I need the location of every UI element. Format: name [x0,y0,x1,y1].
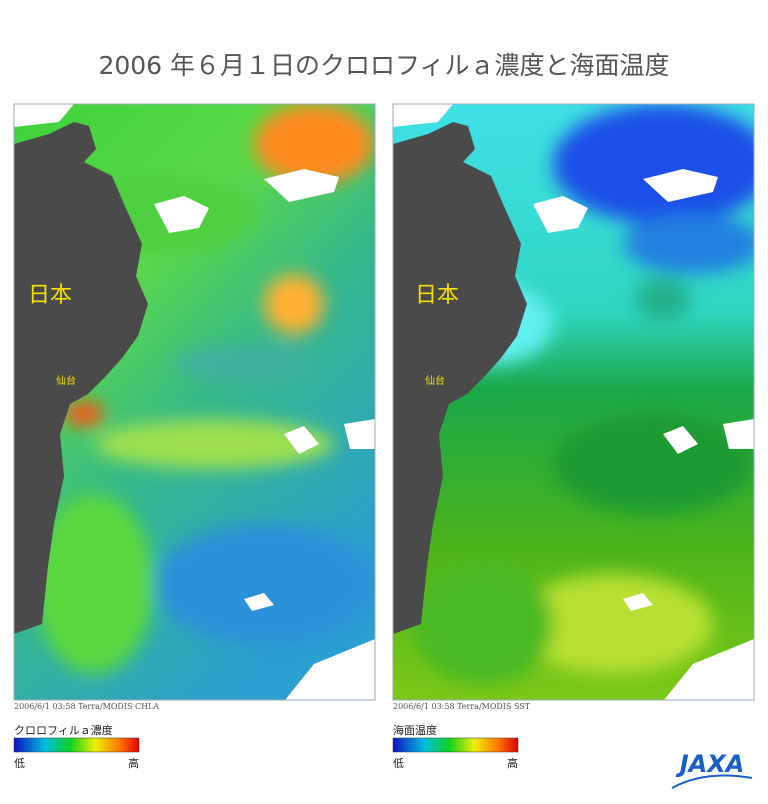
sst-image: 日本 仙台 [392,103,755,701]
place-label: 仙台 [56,374,76,387]
logo-swoosh [671,774,753,789]
place-label: 日本 [415,283,459,308]
place-label: 日本 [28,283,72,308]
chla-image: 日本 仙台 [13,103,376,701]
title: 2006 年６月１日のクロロフィルａ濃度と海面温度 [98,51,669,80]
logo: JAXA [676,750,745,778]
legend-high: 高 [128,756,139,770]
legend-low: 低 [14,757,25,770]
legend-high: 高 [507,756,518,770]
legend-title: 海面温度 [393,723,437,737]
legend-low: 低 [393,757,404,770]
caption: 2006/6/1 03:58 Terra/MODIS CHLA [14,702,159,711]
legend-title: クロロフィルａ濃度 [14,723,113,737]
place-label: 仙台 [425,374,445,387]
color-bar [13,737,140,753]
color-bar [392,737,519,753]
caption: 2006/6/1 03:58 Terra/MODIS SST [393,702,531,711]
